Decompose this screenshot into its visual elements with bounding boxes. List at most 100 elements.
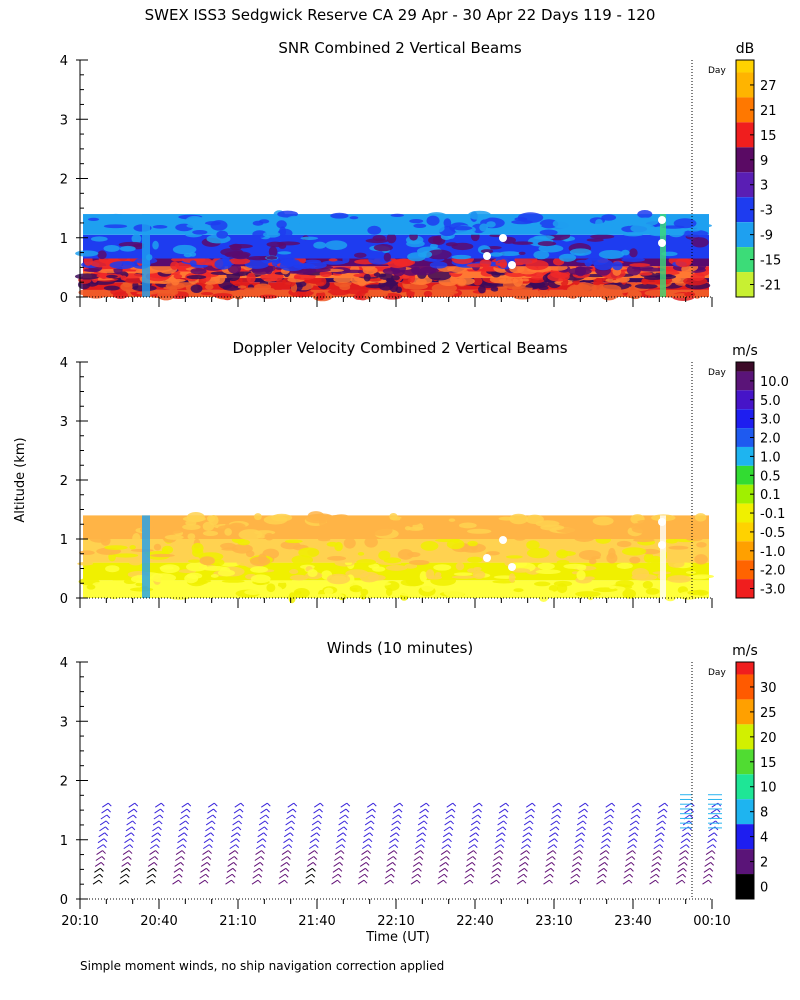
wind-barb	[387, 856, 394, 861]
data-blob	[349, 216, 359, 220]
data-blob	[685, 570, 696, 574]
wind-barb-flag	[205, 873, 210, 878]
wind-barb	[229, 844, 237, 850]
wind-barb-flag	[425, 802, 430, 807]
wind-barb-flag	[125, 873, 130, 878]
data-blob	[664, 593, 677, 602]
data-blob	[467, 556, 483, 563]
wind-barb-flag	[160, 808, 164, 813]
data-blob	[490, 252, 503, 257]
data-blob	[533, 250, 550, 260]
wind-barb-flag	[682, 873, 687, 878]
data-blob	[526, 540, 540, 550]
wind-barb-flag	[130, 832, 135, 837]
wind-barb	[311, 820, 319, 826]
data-blob	[682, 229, 709, 238]
wind-barb-flag	[261, 850, 265, 854]
data-blob	[278, 242, 287, 249]
x-tick-label: 22:40	[456, 914, 493, 929]
wind-barb	[543, 873, 551, 879]
wind-barb	[390, 826, 398, 832]
wind-barb	[283, 838, 290, 844]
wind-barb-flag	[345, 808, 350, 813]
wind-barb-flag	[234, 856, 238, 860]
wind-barb-flag	[555, 826, 560, 831]
data-blob	[325, 240, 348, 250]
data-blob	[486, 245, 502, 250]
data-gap	[508, 563, 516, 571]
wind-barb-flag	[417, 873, 422, 878]
wind-barb-flag	[577, 862, 582, 866]
wind-barb	[573, 850, 580, 855]
wind-barb-flag	[289, 832, 294, 837]
data-blob	[411, 268, 420, 275]
wind-barb	[543, 879, 550, 885]
doppler-panel-title: Doppler Velocity Combined 2 Vertical Bea…	[232, 339, 567, 357]
colorbar-cell	[736, 97, 754, 123]
wind-barb-flag	[264, 820, 269, 825]
wind-barb	[147, 861, 155, 867]
data-blob	[691, 237, 709, 248]
doppler-field	[77, 511, 714, 604]
wind-barb-flag	[286, 862, 290, 866]
colorbar-label: 0	[760, 881, 768, 896]
data-blob	[327, 288, 350, 296]
data-blob	[638, 272, 653, 276]
x-tick-label: 23:40	[614, 914, 651, 929]
wind-barb-flag	[716, 814, 720, 819]
wind-barb	[707, 832, 715, 838]
data-blob	[687, 590, 706, 596]
data-blob	[451, 242, 474, 251]
x-tick-label: 21:10	[219, 914, 256, 929]
data-blob	[186, 512, 205, 523]
wind-barb-flag	[213, 802, 218, 807]
data-blob	[218, 582, 236, 591]
wind-barb-flag	[608, 826, 613, 831]
wind-barb-flag	[450, 820, 454, 825]
data-blob	[490, 286, 499, 292]
data-gap	[483, 252, 491, 260]
wind-barb-flag	[584, 808, 588, 813]
wind-barb-flag	[423, 820, 428, 825]
wind-barb-flag	[342, 838, 346, 843]
data-blob	[202, 530, 219, 536]
data-blob	[686, 536, 703, 542]
wind-barb	[127, 808, 135, 814]
wind-barb-flag	[259, 862, 264, 866]
data-blob	[167, 278, 186, 283]
wind-barb	[96, 850, 103, 855]
data-blob	[266, 583, 276, 593]
colorbar-cell	[736, 247, 754, 273]
wind-barb-flag	[206, 867, 210, 872]
data-blob	[104, 545, 128, 550]
wind-barb-flag	[526, 850, 530, 854]
data-blob	[288, 523, 302, 529]
data-blob	[472, 276, 483, 286]
wind-barb	[284, 826, 292, 832]
data-blob	[553, 580, 573, 587]
wind-barb-flag	[578, 856, 583, 860]
wind-barb-flag	[291, 820, 295, 825]
wind-barb	[579, 802, 586, 808]
data-blob	[245, 550, 255, 558]
wind-barb	[230, 838, 237, 844]
wind-barb	[604, 808, 612, 814]
wind-barb-flag	[239, 808, 244, 813]
wind-barb	[122, 850, 130, 855]
data-blob	[485, 551, 500, 556]
data-blob	[556, 559, 570, 565]
wind-barb	[334, 856, 341, 861]
wind-barb-flag	[365, 862, 370, 866]
wind-barb	[657, 808, 665, 814]
wind-barb	[703, 867, 711, 873]
wind-barb-flag	[658, 850, 663, 854]
colorbar-cell	[736, 197, 754, 223]
wind-barb-flag	[447, 844, 452, 848]
wind-barb-flag	[684, 856, 689, 860]
wind-barb	[100, 814, 108, 820]
wind-barb-flag	[683, 867, 687, 872]
wind-barb-flag	[396, 826, 401, 831]
wind-barb	[203, 844, 210, 850]
wind-barb	[228, 856, 235, 861]
data-blob	[478, 285, 486, 294]
